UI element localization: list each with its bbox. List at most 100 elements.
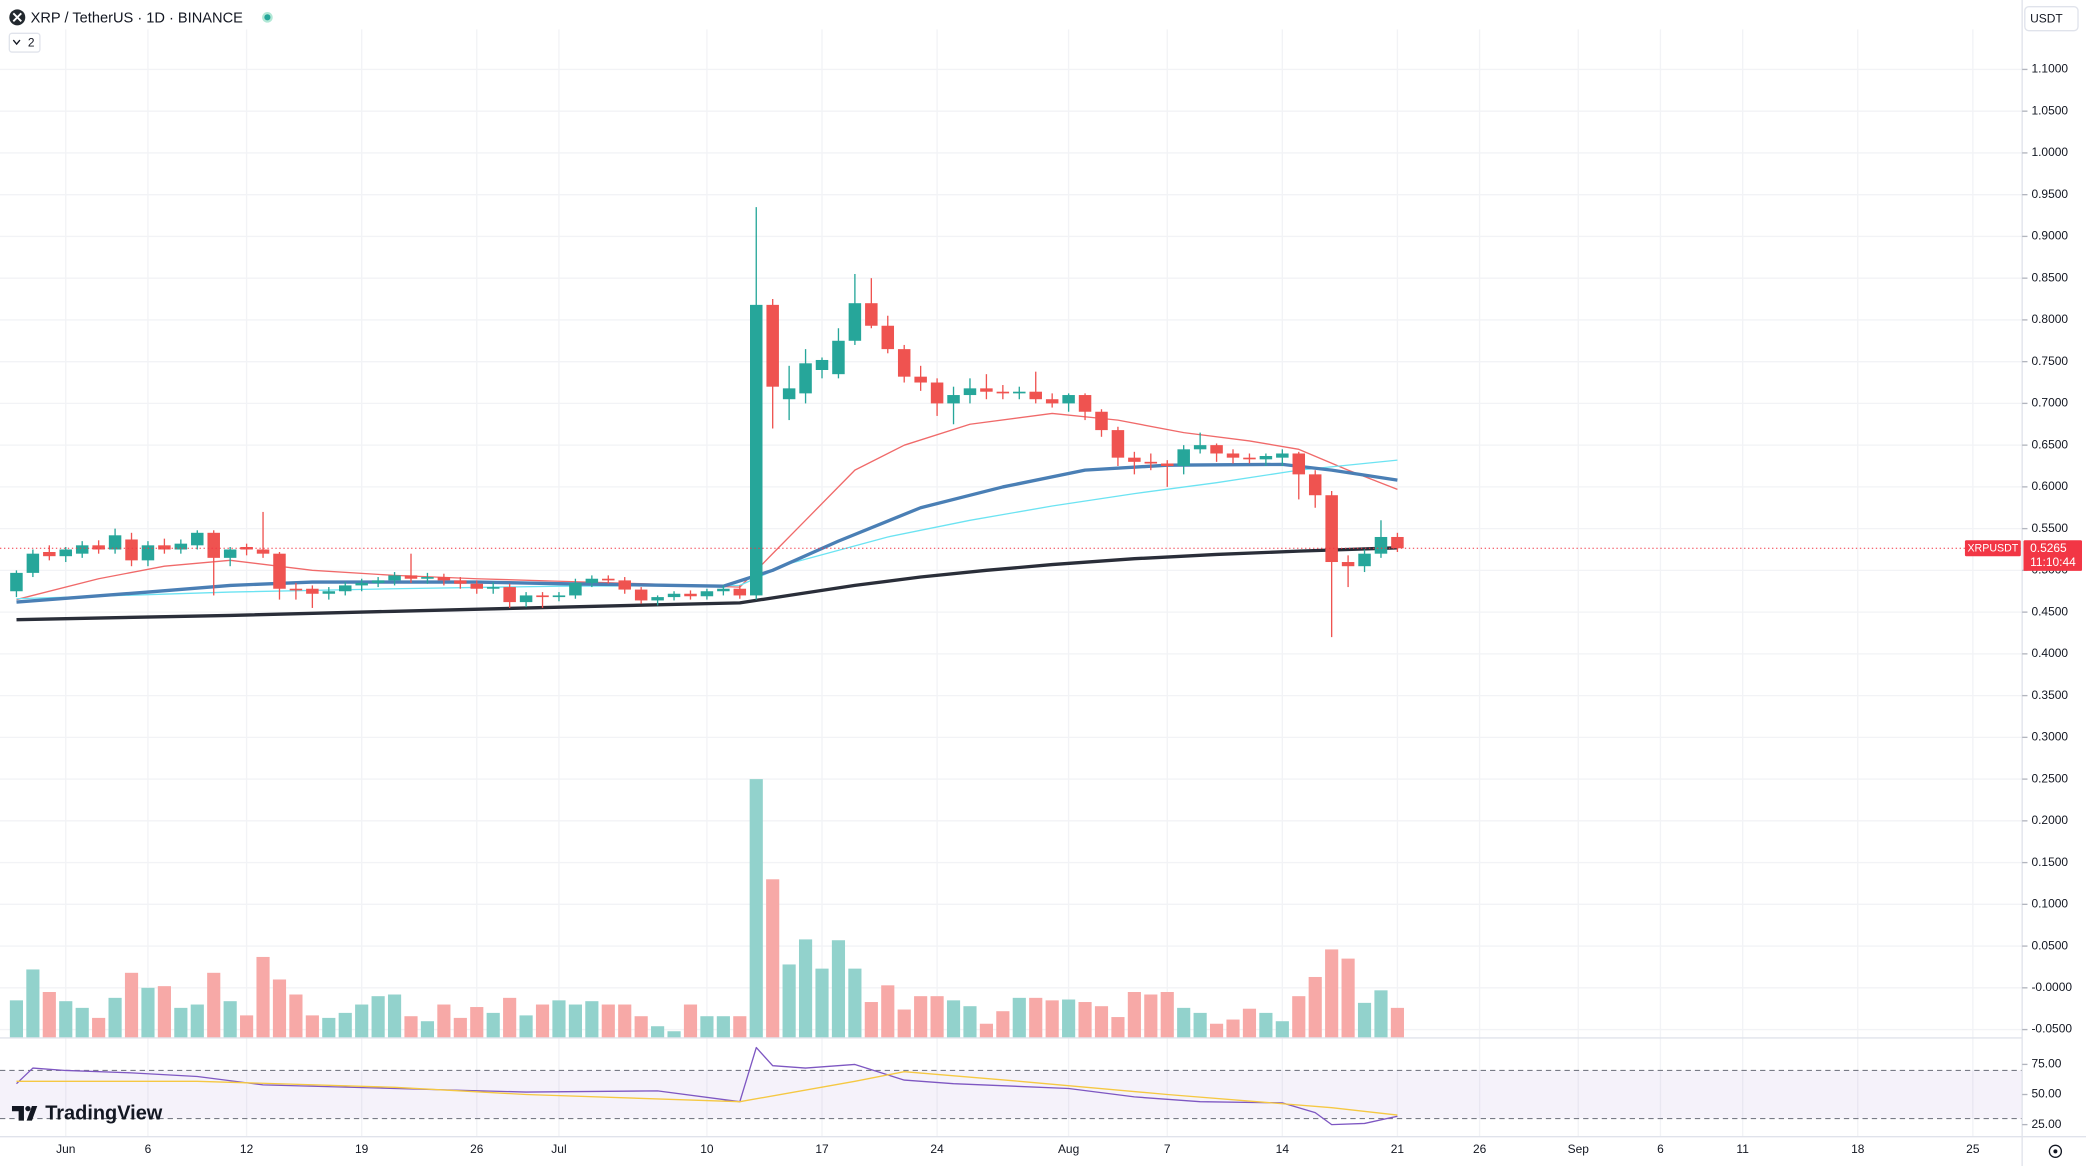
candle-body: [815, 359, 829, 370]
volume-bar: [420, 1021, 435, 1038]
volume-bar: [519, 1015, 533, 1038]
candle-body: [947, 395, 960, 404]
chevron: [12, 39, 21, 46]
y-tick-label: -0.0500: [2031, 1022, 2072, 1036]
candle-body: [59, 549, 73, 557]
volume-bar: [979, 1023, 993, 1038]
volume-bar: [1374, 990, 1388, 1038]
candle-body: [930, 382, 944, 404]
x-tick-label: 24: [930, 1142, 944, 1156]
settings-icon[interactable]: [2048, 1144, 2063, 1158]
volume-bar: [404, 1016, 418, 1038]
y-tick-label: 1.0500: [2031, 103, 2068, 117]
volume-bar: [831, 940, 846, 1038]
volume-bar: [1144, 994, 1158, 1038]
candle-body: [1111, 430, 1125, 458]
volume-bar: [207, 972, 221, 1038]
x-tick-label: Aug: [1058, 1142, 1079, 1156]
volume-bar: [651, 1026, 665, 1038]
volume-bar: [848, 968, 862, 1038]
candle-body: [717, 588, 730, 592]
volume-bar: [667, 1031, 681, 1038]
volume-bar: [815, 968, 829, 1038]
x-tick-label: 14: [1276, 1142, 1290, 1156]
candle-body: [552, 595, 566, 598]
x-tick-label: 6: [145, 1142, 152, 1156]
candle-body: [437, 577, 451, 581]
moving-average: [16, 462, 1398, 604]
candle-body: [569, 582, 582, 596]
volume-bar: [1127, 992, 1141, 1038]
candle-body: [733, 588, 747, 596]
x-tick-label: 11: [1736, 1142, 1749, 1156]
candle-body: [1341, 562, 1355, 567]
candle-body: [996, 391, 1010, 394]
volume-bar: [124, 972, 139, 1038]
x-tick-label: 10: [700, 1142, 714, 1156]
volume-bar: [1078, 1002, 1092, 1038]
rsi-line: [16, 1071, 1398, 1116]
candle-body: [158, 545, 171, 550]
candle-body: [700, 591, 714, 597]
price-tag-label: 0.5265: [2030, 541, 2067, 555]
y-tick-label: 0.1500: [2031, 855, 2068, 869]
candle-body: [289, 588, 303, 591]
rsi-band: [0, 1070, 2023, 1119]
volume-bar: [535, 1004, 550, 1038]
candle-body: [1029, 391, 1042, 400]
volume-bar: [1209, 1023, 1224, 1038]
volume-bar: [305, 1015, 319, 1038]
volume-bar: [897, 1009, 911, 1038]
candle-body: [897, 349, 911, 377]
volume-bar: [552, 1000, 566, 1038]
status-dot: [264, 14, 271, 21]
x-tick-label: 7: [1164, 1142, 1171, 1156]
x-tick-label: 12: [240, 1142, 254, 1156]
y-tick-label: 0.7500: [2031, 354, 2068, 368]
volume-bar: [618, 1004, 632, 1038]
currency-button[interactable]: [2024, 6, 2079, 32]
candle-body: [1045, 399, 1059, 404]
volume-bar: [1094, 1006, 1109, 1038]
candle-body: [848, 303, 862, 341]
candle-body: [585, 578, 599, 583]
volume-bar: [240, 1015, 254, 1038]
candle-body: [1062, 395, 1075, 404]
candle-body: [1259, 455, 1273, 460]
y-tick-label: 0.3000: [2031, 730, 2068, 744]
candle-body: [454, 580, 467, 584]
volume-bar: [1275, 1021, 1289, 1038]
candle-body: [602, 578, 615, 581]
volume-bar: [996, 1011, 1010, 1038]
candle-body: [421, 577, 434, 579]
volume-bar: [766, 879, 780, 1038]
candle-body: [43, 552, 56, 557]
candle-body: [273, 553, 286, 589]
volume-bar: [9, 1000, 24, 1038]
candle-body: [306, 588, 319, 594]
candle-body: [1177, 449, 1190, 467]
volume-bar: [1341, 958, 1355, 1038]
candle-body: [766, 304, 779, 387]
indicators-toggle[interactable]: [8, 32, 41, 53]
y-tick-label: 0.8000: [2031, 312, 2068, 326]
candle-body: [240, 546, 253, 550]
volume-bar: [322, 1017, 336, 1038]
candle-body: [914, 376, 927, 383]
y-tick-label: 0.2000: [2031, 813, 2068, 827]
volume-bar: [289, 994, 303, 1038]
volume-bar: [634, 1016, 648, 1038]
volume-bar: [157, 986, 171, 1038]
volume-bar: [1292, 996, 1306, 1038]
rsi-tick-label: 50.00: [2031, 1087, 2061, 1101]
candle-body: [1292, 453, 1306, 475]
plot: [0, 207, 2023, 1126]
x-tick-label: 21: [1391, 1142, 1405, 1156]
candle-body: [667, 593, 681, 598]
volume-bar: [930, 996, 944, 1038]
candle-body: [223, 549, 237, 558]
volume-bar: [338, 1012, 352, 1038]
volume-bar: [141, 987, 155, 1038]
volume-bar: [355, 1004, 369, 1038]
